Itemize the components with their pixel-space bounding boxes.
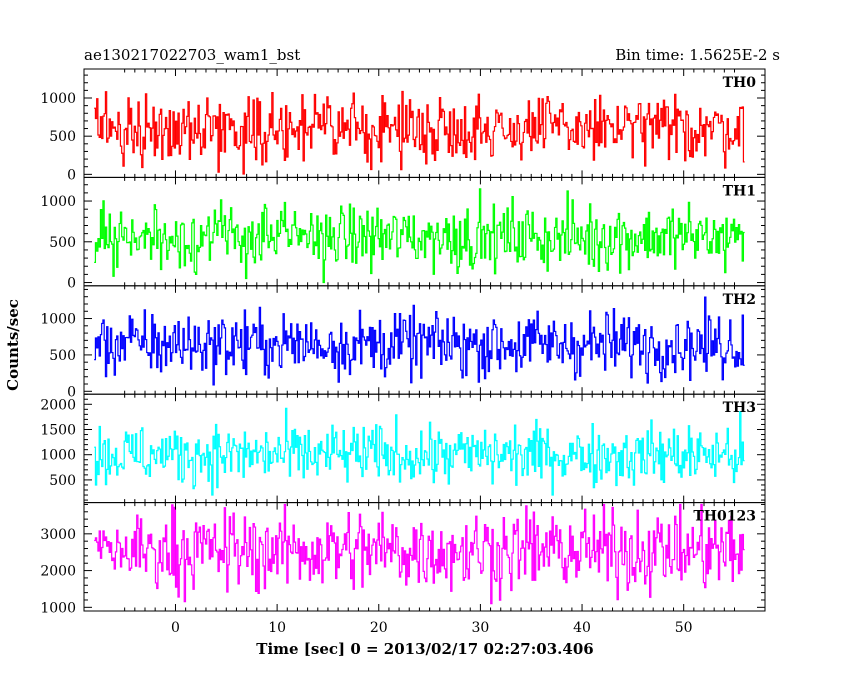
x-tick-label: 10 xyxy=(268,620,286,636)
bin-time-label: Bin time: 1.5625E-2 s xyxy=(615,46,780,64)
x-tick-label: 50 xyxy=(675,620,693,636)
panel-th0: 0 500 1000 TH0 xyxy=(40,68,766,183)
y-tick-label: 0 xyxy=(67,276,76,292)
y-tick-label: 500 xyxy=(49,235,76,251)
y-tick-label: 0 xyxy=(67,384,76,400)
x-tick-label: 30 xyxy=(471,620,489,636)
panel-th0123: 1000 2000 3000 TH0123 xyxy=(40,502,766,616)
panel-label-th0: TH0 xyxy=(723,75,757,91)
x-tick-label: 0 xyxy=(171,620,180,636)
panel-label-th3: TH3 xyxy=(723,400,756,416)
panel-th1: 0 500 1000 TH1 xyxy=(40,176,766,292)
y-tick-label: 0 xyxy=(67,167,76,183)
series-line-th1 xyxy=(94,188,745,284)
panel-label-th1: TH1 xyxy=(723,183,756,199)
series-line-th2 xyxy=(94,296,745,386)
y-tick-label: 1000 xyxy=(40,600,76,616)
y-tick-label: 1000 xyxy=(40,448,76,464)
series-line-th0 xyxy=(94,90,745,175)
panel-stack: 0 500 1000 TH0 0 500 1000 TH1 0 500 1000 TH2 500 1000… xyxy=(40,68,766,616)
panel-label-th0123: TH0123 xyxy=(693,509,756,525)
y-axis-label: Counts/sec xyxy=(4,299,22,391)
y-tick-label: 500 xyxy=(49,129,76,145)
chart-title: ae130217022703_wam1_bst xyxy=(84,46,300,64)
x-axis-label: Time [sec] 0 = 2013/02/17 02:27:03.406 xyxy=(256,640,593,658)
series-line-th0123 xyxy=(94,503,745,605)
y-tick-label: 3000 xyxy=(40,527,76,543)
y-tick-label: 500 xyxy=(49,348,76,364)
y-tick-label: 2000 xyxy=(40,564,76,580)
panel-frame xyxy=(83,502,766,612)
x-tick-labels: 0 10 20 30 40 50 xyxy=(171,620,693,636)
series-line-th3 xyxy=(94,407,745,496)
y-tick-label: 500 xyxy=(49,473,76,489)
y-tick-label: 1000 xyxy=(40,312,76,328)
y-tick-label: 2000 xyxy=(40,397,76,413)
panel-label-th2: TH2 xyxy=(723,292,756,308)
x-tick-label: 20 xyxy=(370,620,388,636)
panel-th2: 0 500 1000 TH2 xyxy=(40,285,766,400)
panel-th3: 500 1000 1500 2000 TH3 xyxy=(40,393,766,504)
y-tick-label: 1000 xyxy=(40,194,76,210)
x-tick-label: 40 xyxy=(573,620,591,636)
y-tick-label: 1500 xyxy=(40,422,76,438)
y-tick-label: 1000 xyxy=(40,91,76,107)
panel-frame xyxy=(83,285,766,395)
